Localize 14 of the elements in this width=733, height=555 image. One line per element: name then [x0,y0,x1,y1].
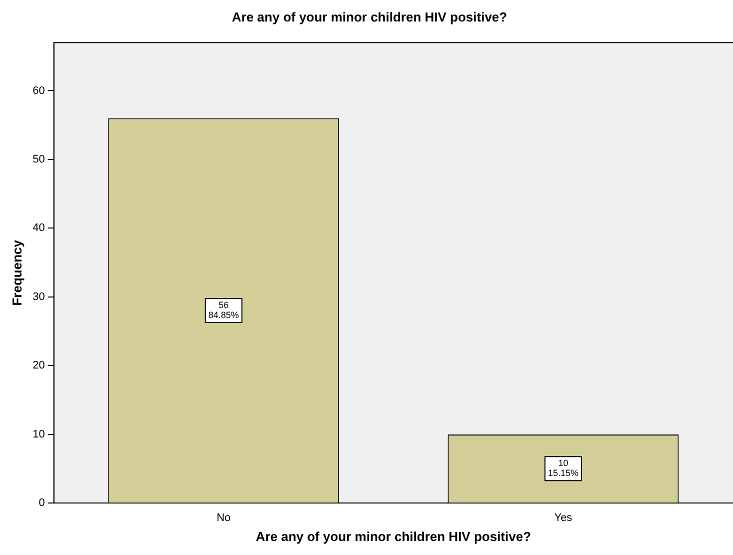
y-tick-label: 60 [32,84,45,97]
y-tick-label: 0 [38,497,45,510]
y-tick-label: 50 [32,154,45,166]
y-tick-label: 30 [32,290,45,303]
y-tick-label: 40 [32,222,45,234]
x-axis-title: Are any of your minor children HIV positive? [256,528,532,544]
chart-title: Are any of your minor children HIV positive? [232,9,508,24]
x-tick-label: Yes [554,512,573,524]
y-tick-label: 10 [32,428,45,440]
data-label: 56 84.85% [208,300,239,320]
data-label: 10 15.15% [548,458,578,478]
x-tick-label: No [216,512,231,524]
y-tick-label: 20 [32,360,45,372]
y-axis-title: Frequency [9,239,24,306]
